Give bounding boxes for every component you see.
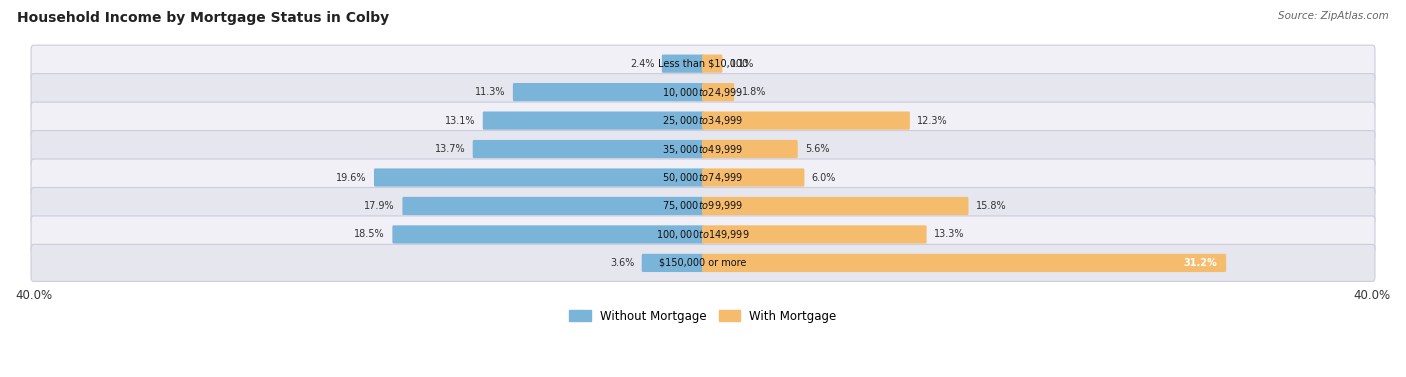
FancyBboxPatch shape <box>31 159 1375 196</box>
Text: $50,000 to $74,999: $50,000 to $74,999 <box>662 171 744 184</box>
Text: 12.3%: 12.3% <box>917 116 948 126</box>
FancyBboxPatch shape <box>31 244 1375 281</box>
FancyBboxPatch shape <box>702 112 910 130</box>
Text: 5.6%: 5.6% <box>806 144 830 154</box>
Text: $35,000 to $49,999: $35,000 to $49,999 <box>662 143 744 156</box>
Legend: Without Mortgage, With Mortgage: Without Mortgage, With Mortgage <box>565 305 841 328</box>
FancyBboxPatch shape <box>31 74 1375 110</box>
Text: 1.1%: 1.1% <box>730 59 754 69</box>
FancyBboxPatch shape <box>513 83 704 101</box>
FancyBboxPatch shape <box>31 187 1375 224</box>
Text: 15.8%: 15.8% <box>976 201 1007 211</box>
Text: 13.3%: 13.3% <box>934 230 965 239</box>
Text: 13.1%: 13.1% <box>444 116 475 126</box>
Text: Source: ZipAtlas.com: Source: ZipAtlas.com <box>1278 11 1389 21</box>
Text: 11.3%: 11.3% <box>475 87 506 97</box>
Text: $10,000 to $24,999: $10,000 to $24,999 <box>662 86 744 99</box>
FancyBboxPatch shape <box>392 225 704 244</box>
FancyBboxPatch shape <box>662 55 704 73</box>
FancyBboxPatch shape <box>702 197 969 215</box>
FancyBboxPatch shape <box>31 216 1375 253</box>
FancyBboxPatch shape <box>374 169 704 187</box>
Text: $150,000 or more: $150,000 or more <box>659 258 747 268</box>
Text: 13.7%: 13.7% <box>434 144 465 154</box>
Text: $75,000 to $99,999: $75,000 to $99,999 <box>662 199 744 213</box>
FancyBboxPatch shape <box>702 83 734 101</box>
FancyBboxPatch shape <box>472 140 704 158</box>
Text: 3.6%: 3.6% <box>610 258 634 268</box>
Text: $25,000 to $34,999: $25,000 to $34,999 <box>662 114 744 127</box>
Text: $100,000 to $149,999: $100,000 to $149,999 <box>657 228 749 241</box>
Text: Less than $10,000: Less than $10,000 <box>658 59 748 69</box>
Text: 19.6%: 19.6% <box>336 173 367 182</box>
FancyBboxPatch shape <box>641 254 704 272</box>
FancyBboxPatch shape <box>702 55 723 73</box>
Text: 1.8%: 1.8% <box>741 87 766 97</box>
Text: 17.9%: 17.9% <box>364 201 395 211</box>
FancyBboxPatch shape <box>702 225 927 244</box>
FancyBboxPatch shape <box>31 130 1375 167</box>
FancyBboxPatch shape <box>702 169 804 187</box>
Text: 18.5%: 18.5% <box>354 230 385 239</box>
FancyBboxPatch shape <box>702 140 797 158</box>
Text: 6.0%: 6.0% <box>811 173 837 182</box>
Text: Household Income by Mortgage Status in Colby: Household Income by Mortgage Status in C… <box>17 11 389 25</box>
FancyBboxPatch shape <box>31 102 1375 139</box>
Text: 2.4%: 2.4% <box>630 59 654 69</box>
FancyBboxPatch shape <box>702 254 1226 272</box>
FancyBboxPatch shape <box>402 197 704 215</box>
FancyBboxPatch shape <box>31 45 1375 82</box>
Text: 31.2%: 31.2% <box>1182 258 1216 268</box>
FancyBboxPatch shape <box>482 112 704 130</box>
